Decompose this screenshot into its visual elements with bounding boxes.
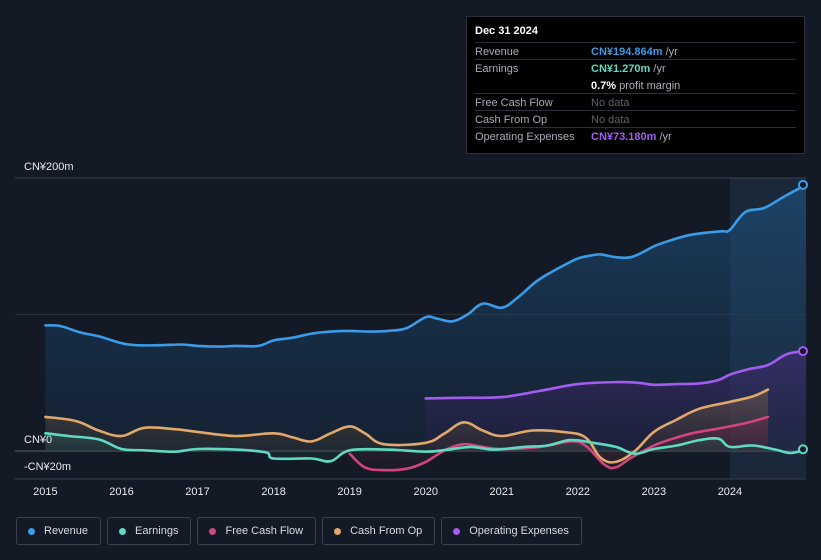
data-tooltip: Dec 31 2024 Revenue CN¥194.864m /yr Earn… bbox=[466, 16, 805, 154]
legend-dot-icon bbox=[119, 527, 127, 535]
tooltip-value: CN¥194.864m bbox=[591, 46, 663, 58]
tooltip-row-earnings: Earnings CN¥1.270m /yr bbox=[475, 59, 796, 77]
tooltip-date: Dec 31 2024 bbox=[475, 25, 538, 37]
series-lines bbox=[44, 183, 808, 472]
x-tick-label-2021: 2021 bbox=[490, 486, 514, 498]
tooltip-label: Cash From Op bbox=[475, 114, 548, 126]
line-revenue bbox=[44, 183, 808, 348]
legend-dot-icon bbox=[28, 527, 35, 535]
tooltip-label: Revenue bbox=[475, 46, 520, 58]
x-tick-label-2019: 2019 bbox=[337, 486, 361, 498]
y-tick-label-neg20m: -CN¥20m bbox=[24, 461, 71, 473]
legend-label: Free Cash Flow bbox=[225, 525, 304, 537]
legend-item-earnings[interactable]: Earnings bbox=[107, 517, 192, 545]
x-tick-labels: 2015 2016 2017 2018 2019 2020 2021 2022 2023 2024 bbox=[33, 486, 742, 498]
tooltip-label: Earnings bbox=[475, 63, 519, 75]
tooltip-value: CN¥73.180m bbox=[591, 131, 657, 143]
tooltip-suffix: /yr bbox=[656, 131, 672, 143]
tooltip-value: 0.7% bbox=[591, 80, 617, 92]
legend-dot-icon bbox=[209, 527, 217, 535]
x-tick-label-2023: 2023 bbox=[642, 486, 666, 498]
tooltip-row-margin: 0.7% profit margin bbox=[475, 76, 796, 94]
tooltip-row-opex: Operating Expenses CN¥73.180m /yr bbox=[475, 127, 796, 145]
line-free-cash-flow bbox=[348, 415, 770, 472]
line-operating-expenses bbox=[424, 349, 808, 400]
legend-item-operating-expenses[interactable]: Operating Expenses bbox=[441, 517, 582, 545]
tooltip-suffix: /yr bbox=[650, 63, 666, 75]
tooltip-row-cfo: Cash From Op No data bbox=[475, 110, 796, 128]
line-earnings bbox=[44, 432, 808, 463]
x-tick-label-2020: 2020 bbox=[413, 486, 437, 498]
line-cash-from-op bbox=[44, 388, 770, 464]
legend-label: Cash From Op bbox=[350, 525, 423, 537]
endpoint-earnings bbox=[798, 444, 808, 455]
x-tick-label-2016: 2016 bbox=[109, 486, 133, 498]
y-tick-label-0: CN¥0 bbox=[24, 434, 52, 446]
y-tick-label-200m: CN¥200m bbox=[24, 161, 74, 173]
series-endpoints bbox=[798, 179, 808, 455]
x-tick-label-2024: 2024 bbox=[718, 486, 742, 498]
tooltip-suffix: profit margin bbox=[616, 80, 681, 92]
tooltip-value: No data bbox=[591, 114, 630, 126]
tooltip-row-revenue: Revenue CN¥194.864m /yr bbox=[475, 42, 796, 60]
legend-item-cash-from-op[interactable]: Cash From Op bbox=[322, 517, 436, 545]
tooltip-label: Operating Expenses bbox=[475, 131, 575, 143]
tooltip-suffix: /yr bbox=[662, 46, 678, 58]
endpoint-operating-expenses bbox=[798, 346, 808, 357]
x-tick-label-2018: 2018 bbox=[261, 486, 285, 498]
legend-label: Operating Expenses bbox=[469, 525, 569, 537]
tooltip-label: Free Cash Flow bbox=[475, 97, 553, 109]
legend-label: Earnings bbox=[135, 525, 179, 537]
legend-dot-icon bbox=[453, 527, 461, 535]
legend-label: Revenue bbox=[44, 525, 89, 537]
x-tick-label-2015: 2015 bbox=[33, 486, 57, 498]
legend-item-revenue[interactable]: Revenue bbox=[16, 517, 102, 545]
x-tick-label-2017: 2017 bbox=[185, 486, 209, 498]
tooltip-value: No data bbox=[591, 97, 630, 109]
x-tick-label-2022: 2022 bbox=[566, 486, 590, 498]
legend-dot-icon bbox=[334, 527, 342, 535]
legend-item-free-cash-flow[interactable]: Free Cash Flow bbox=[197, 517, 317, 545]
tooltip-row-fcf: Free Cash Flow No data bbox=[475, 93, 796, 111]
legend: Revenue Earnings Free Cash Flow Cash Fro… bbox=[16, 517, 582, 547]
tooltip-value: CN¥1.270m bbox=[591, 63, 651, 75]
endpoint-revenue bbox=[798, 179, 808, 190]
